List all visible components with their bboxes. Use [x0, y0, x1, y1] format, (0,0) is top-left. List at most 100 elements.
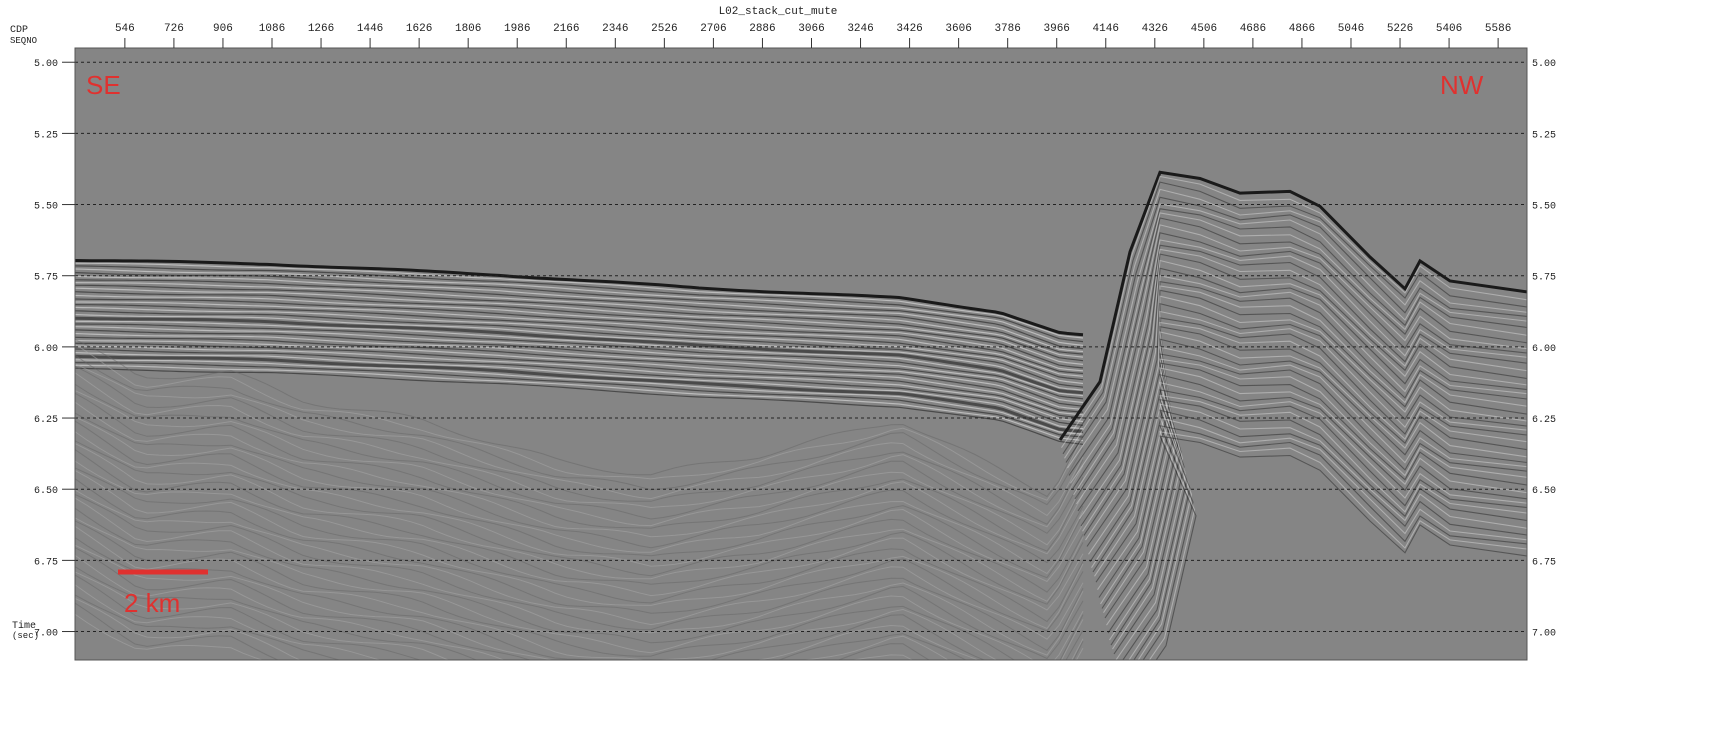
- y-tick-label: 5.00: [34, 59, 58, 70]
- reflector: [75, 304, 1084, 381]
- reflector: [75, 367, 1084, 445]
- texture: [75, 520, 1084, 660]
- reflector: [1142, 424, 1527, 660]
- reflector: [75, 298, 1084, 375]
- reflector: [1062, 181, 1527, 455]
- x-tick-label: 2166: [553, 23, 579, 35]
- texture: [75, 343, 1084, 501]
- reflector: [1070, 212, 1527, 484]
- reflector: [1148, 431, 1527, 660]
- x-tick-label: 4506: [1191, 23, 1217, 35]
- texture: [75, 497, 1084, 656]
- texture: [75, 470, 1084, 630]
- texture: [75, 613, 264, 660]
- reflector: [1064, 188, 1527, 459]
- x-tick-label: 3246: [847, 23, 873, 35]
- reflector: [1097, 321, 1527, 591]
- reflector: [1080, 253, 1527, 527]
- texture: [75, 602, 280, 660]
- y-tick-label: 6.25: [34, 415, 58, 426]
- reflector: [1067, 203, 1527, 469]
- y-tick-label: 5.75: [34, 273, 58, 284]
- texture: [75, 584, 382, 660]
- reflector: [75, 320, 1084, 397]
- y-tick-label: 7.00: [34, 629, 58, 640]
- texture: [75, 525, 1084, 660]
- reflector: [1068, 208, 1527, 476]
- x-tick-label: 2526: [651, 23, 677, 35]
- reflector: [75, 275, 1084, 353]
- x-tick-label: 5046: [1338, 23, 1364, 35]
- texture: [75, 571, 914, 660]
- reflector: [1061, 175, 1527, 449]
- reflector: [75, 284, 1084, 362]
- texture: [75, 537, 1084, 660]
- reflector: [75, 336, 1084, 413]
- reflector: [75, 329, 1084, 407]
- texture: [75, 431, 1084, 583]
- y-tick-label: 6.00: [34, 344, 58, 355]
- grid: [75, 61, 1527, 633]
- seismic-image: [75, 170, 1527, 660]
- reflector: [75, 359, 1084, 435]
- texture: [75, 420, 1084, 579]
- reflector: [1091, 295, 1527, 568]
- texture: [75, 390, 1084, 546]
- texture: [75, 554, 1084, 660]
- x-tick-label: 3606: [945, 23, 971, 35]
- x-tick-label: 1086: [259, 23, 285, 35]
- texture: [75, 383, 1084, 534]
- reflector: [1083, 267, 1527, 536]
- texture: [75, 443, 1084, 602]
- reflector: [75, 259, 1084, 337]
- y-tick-label: 5.50: [1532, 202, 1556, 213]
- reflector: [75, 279, 1084, 355]
- x-tick-label: 3786: [994, 23, 1020, 35]
- reflector: [1058, 170, 1527, 441]
- reflector: [1092, 302, 1527, 573]
- reflector: [1086, 281, 1527, 547]
- x-tick-label: 3066: [798, 23, 824, 35]
- scale-bar-label: 2 km: [124, 588, 180, 618]
- y-tick-label: 6.75: [1532, 557, 1556, 568]
- reflector: [1095, 317, 1527, 583]
- y-tick-label: 6.75: [34, 557, 58, 568]
- x-tick-label: 5226: [1387, 23, 1413, 35]
- y-tick-label: 5.25: [34, 130, 58, 141]
- texture: [75, 478, 1084, 632]
- texture: [75, 339, 1084, 498]
- texture: [75, 401, 1084, 555]
- x-tick-label: 906: [213, 23, 233, 35]
- x-tick-label: 5586: [1485, 23, 1511, 35]
- reflector: [75, 316, 1084, 395]
- reflector: [1073, 224, 1527, 496]
- x-tick-label: 2346: [602, 23, 628, 35]
- texture: [75, 574, 904, 660]
- texture: [75, 412, 1084, 564]
- reflector: [75, 262, 1084, 339]
- texture: [75, 354, 1084, 506]
- reflector: [75, 348, 1084, 426]
- x-tick-label: 5406: [1436, 23, 1462, 35]
- reflector: [1085, 275, 1527, 541]
- texture: [75, 467, 1084, 623]
- texture: [75, 566, 1084, 660]
- texture: [75, 507, 1084, 660]
- x-tick-label: 4326: [1142, 23, 1168, 35]
- reflector: [1076, 239, 1527, 505]
- y-tick-label: 7.00: [1532, 629, 1556, 640]
- reflector: [1133, 409, 1527, 660]
- texture: [75, 460, 1084, 611]
- reflector: [1079, 248, 1527, 520]
- x-tick-label: 546: [115, 23, 135, 35]
- reflector: [75, 306, 1084, 385]
- annotation: NW: [1440, 70, 1484, 100]
- x-tick-label: 726: [164, 23, 184, 35]
- texture: [75, 365, 1084, 525]
- reflector: [1155, 435, 1527, 660]
- reflector: [1109, 367, 1527, 641]
- y-tick-label: 5.00: [1532, 59, 1556, 70]
- texture: [75, 547, 1084, 660]
- y-tick-label: 5.50: [34, 202, 58, 213]
